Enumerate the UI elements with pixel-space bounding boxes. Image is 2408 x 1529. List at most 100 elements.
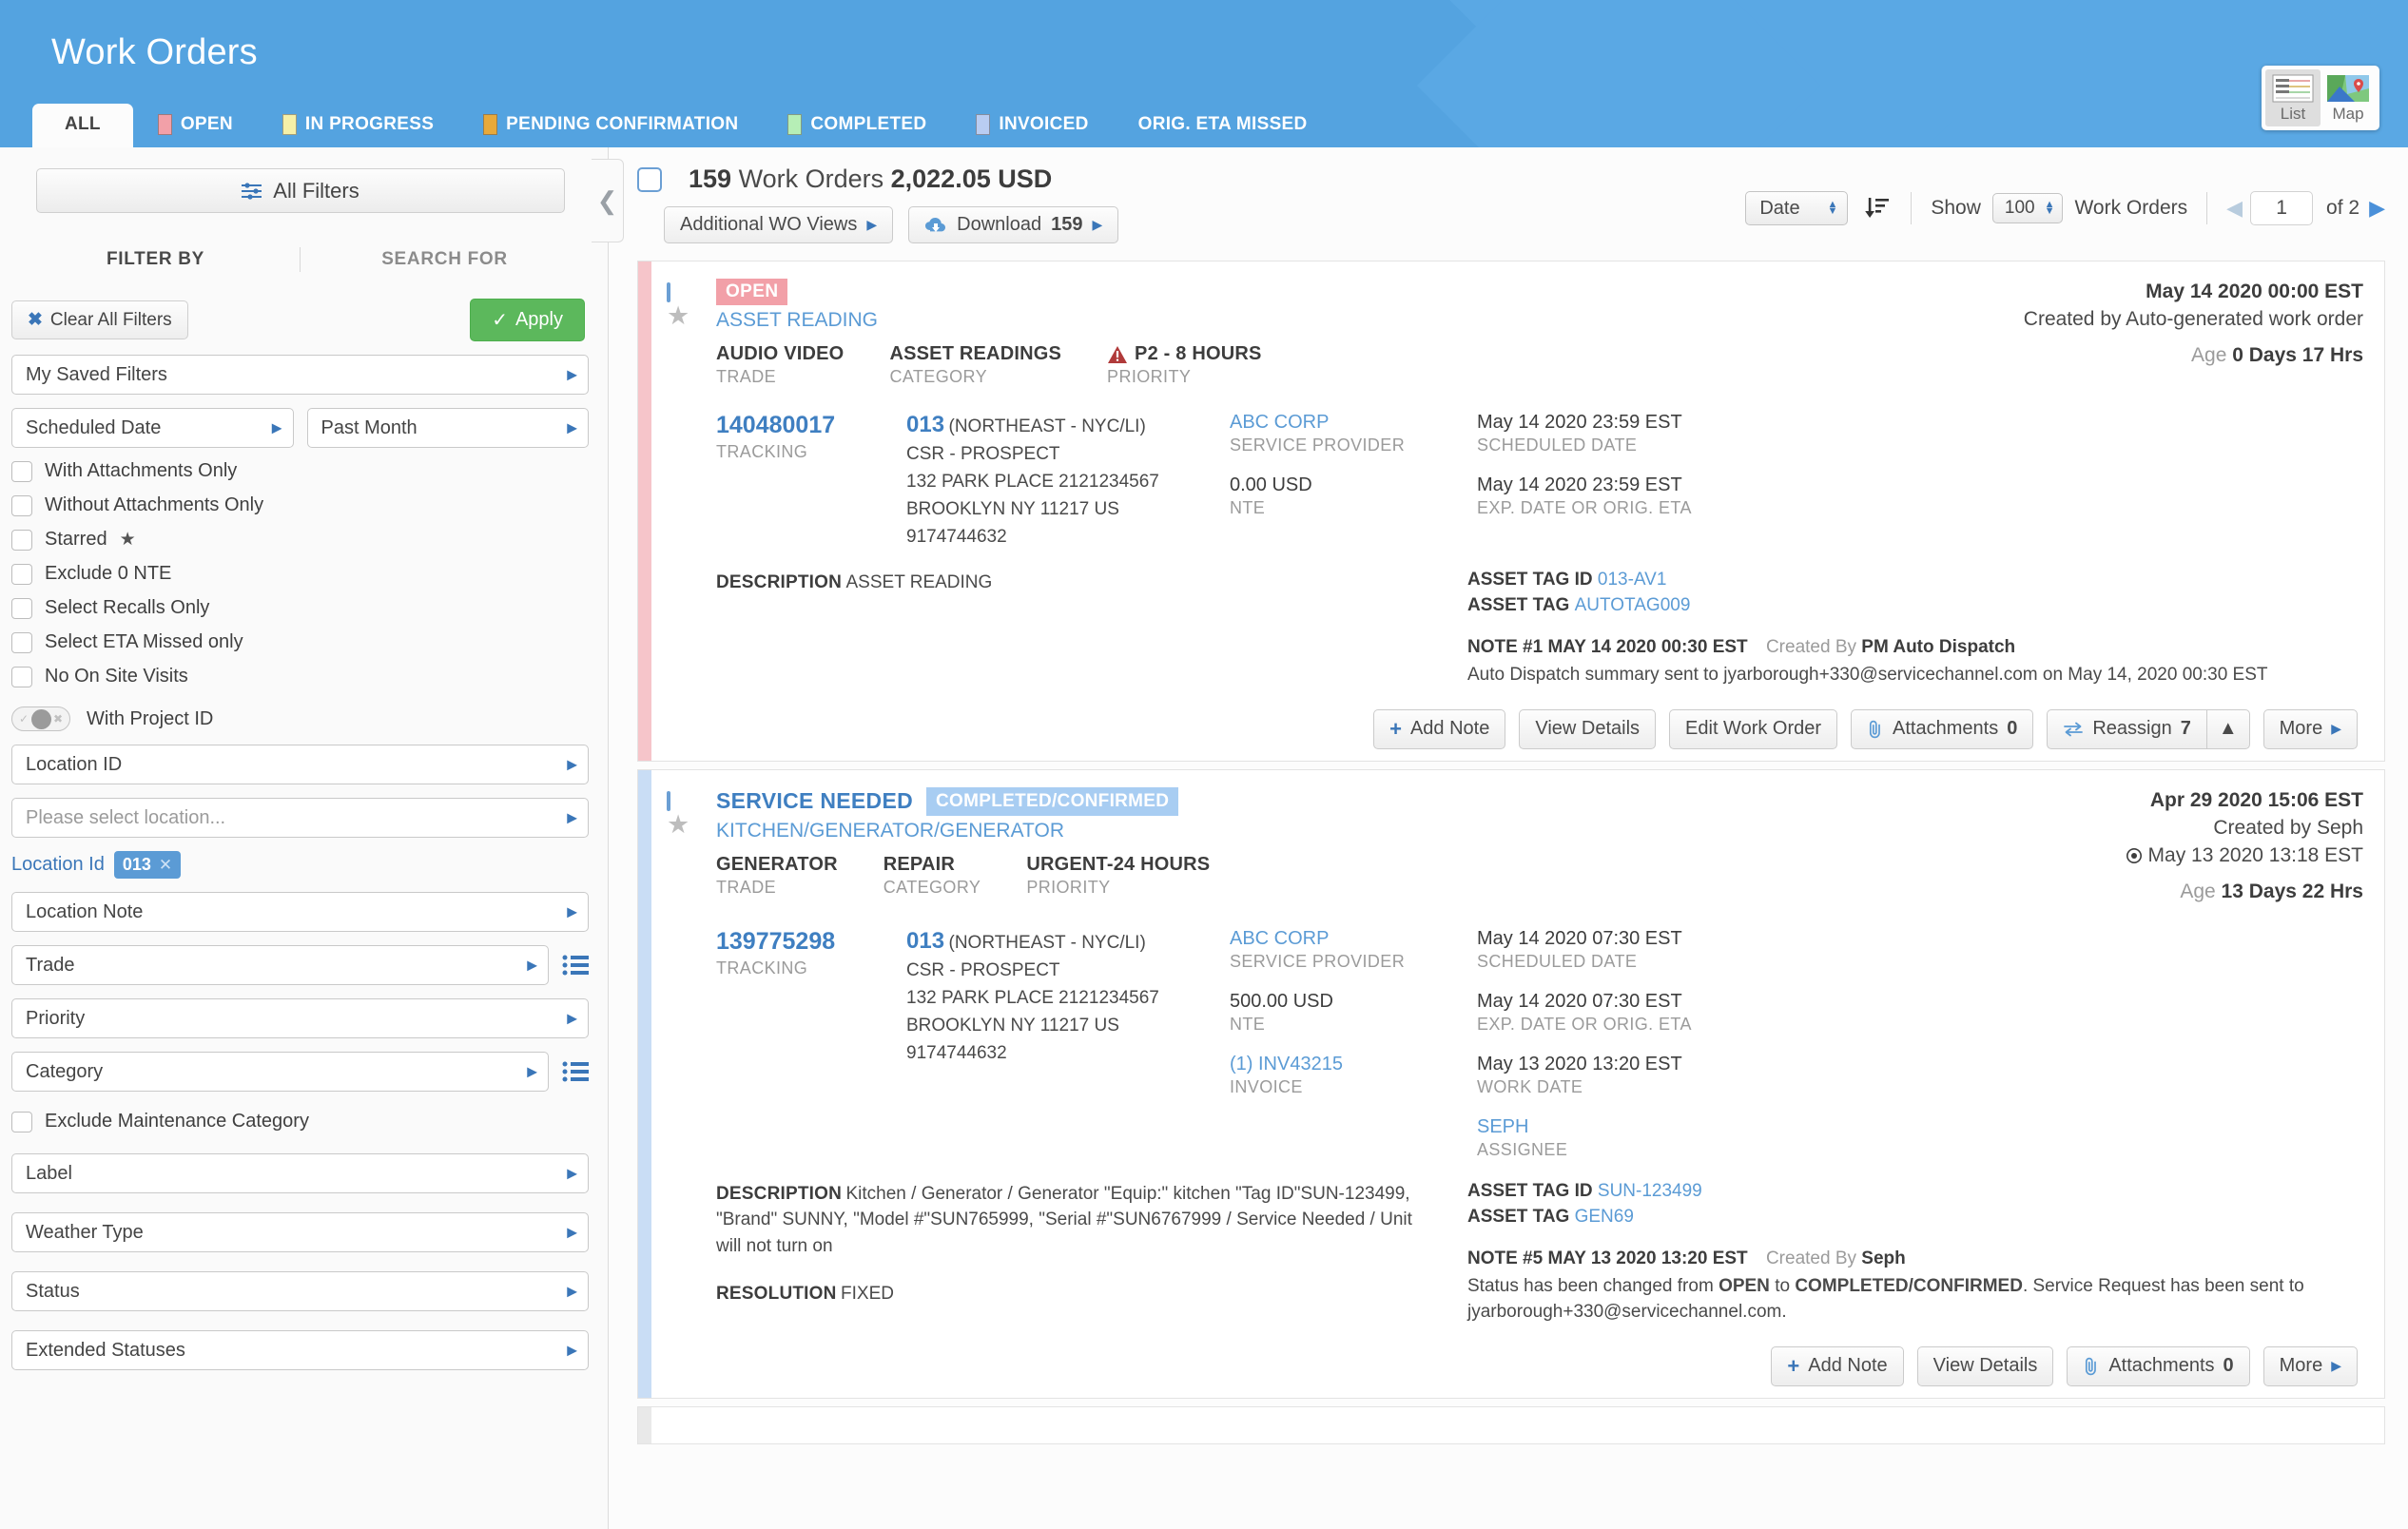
extended-statuses-select[interactable]: Extended Statuses ▶ — [11, 1330, 589, 1370]
weather-type-value: Weather Type — [26, 1221, 144, 1243]
apply-filters-button[interactable]: ✓ Apply — [470, 299, 585, 341]
sort-descending-icon[interactable] — [1863, 194, 1892, 223]
star-icon[interactable]: ★ — [667, 809, 690, 839]
category-list-icon[interactable] — [562, 1061, 589, 1082]
prev-page-button[interactable]: ◀ — [2226, 196, 2243, 220]
saved-filters-select[interactable]: My Saved Filters ▶ — [11, 355, 589, 395]
select-eta-missed-checkbox[interactable] — [11, 631, 32, 653]
invoice-value[interactable]: (1) INV43215 — [1230, 1053, 1343, 1074]
filter-no-on-site-visits[interactable]: No On Site Visits — [11, 666, 589, 687]
download-button[interactable]: Download 159 ▶ — [908, 206, 1119, 243]
exclude-maintenance-checkbox[interactable] — [11, 1111, 32, 1132]
filter-with-attachments[interactable]: With Attachments Only — [11, 460, 589, 482]
tab-filter-by[interactable]: FILTER BY — [106, 249, 205, 269]
reassign-button[interactable]: Reassign 7 — [2047, 708, 2206, 749]
work-order-card[interactable]: ★ SERVICE NEEDED COMPLETED/CONFIRMED KIT… — [637, 768, 2385, 1399]
filter-starred[interactable]: Starred ★ — [11, 529, 589, 551]
filter-exclude-maintenance[interactable]: Exclude Maintenance Category — [11, 1111, 589, 1132]
without-attachments-checkbox[interactable] — [11, 494, 32, 516]
filter-without-attachments[interactable]: Without Attachments Only — [11, 494, 589, 516]
location-id[interactable]: 013 — [906, 412, 945, 437]
weather-type-select[interactable]: Weather Type ▶ — [11, 1212, 589, 1252]
location-select[interactable]: Please select location... ▶ — [11, 798, 589, 838]
tab-all-label: ALL — [65, 114, 101, 134]
download-label: Download — [957, 214, 1042, 235]
more-button[interactable]: More ▶ — [2262, 708, 2358, 749]
starred-checkbox[interactable] — [11, 529, 32, 551]
tracking-number[interactable]: 140480017 — [716, 412, 836, 438]
work-order-subtitle[interactable]: KITCHEN/GENERATOR/GENERATOR — [716, 819, 1064, 842]
tab-all[interactable]: ALL — [32, 104, 133, 147]
add-note-button[interactable]: + Add Note — [1373, 708, 1506, 749]
category-select[interactable]: Category ▶ — [11, 1052, 549, 1092]
add-note-button[interactable]: + Add Note — [1771, 1345, 1904, 1386]
location-id-select[interactable]: Location ID ▶ — [11, 745, 589, 784]
tracking-number[interactable]: 139775298 — [716, 927, 836, 955]
location-phone: 9174744632 — [906, 1043, 1007, 1064]
label-select[interactable]: Label ▶ — [11, 1153, 589, 1193]
with-attachments-checkbox[interactable] — [11, 460, 32, 482]
sidebar-collapse-button[interactable]: ❮ — [592, 159, 624, 242]
date-type-select[interactable]: Scheduled Date ▶ — [11, 408, 294, 448]
status-select[interactable]: Status ▶ — [11, 1271, 589, 1311]
tab-in-progress[interactable]: IN PROGRESS — [258, 104, 458, 147]
attachments-button[interactable]: Attachments 0 — [2067, 1345, 2250, 1386]
page-number-input[interactable]: 1 — [2250, 191, 2314, 225]
sort-field-select[interactable]: Date ▲ ▼ — [1745, 191, 1849, 225]
all-filters-button[interactable]: All Filters — [35, 168, 565, 213]
tab-pending-confirmation[interactable]: PENDING CONFIRMATION — [458, 104, 763, 147]
work-order-subtitle[interactable]: ASSET READING — [716, 309, 878, 331]
trade-list-icon[interactable] — [562, 955, 589, 976]
more-button[interactable]: More ▶ — [2262, 1345, 2358, 1386]
date-block: May 14 2020 07:30 EST EXP. DATE OR ORIG.… — [1477, 991, 2363, 1035]
asset-tag-id-value[interactable]: 013-AV1 — [1597, 570, 1667, 590]
exclude-zero-nte-checkbox[interactable] — [11, 563, 32, 585]
active-location-filter: Location Id 013 ✕ — [11, 851, 589, 879]
work-order-checkbox[interactable] — [667, 282, 670, 302]
clear-all-filters-button[interactable]: ✖ Clear All Filters — [11, 300, 188, 339]
priority-select[interactable]: Priority ▶ — [11, 998, 589, 1038]
scheduled-date-label: SCHEDULED DATE — [1477, 435, 1638, 455]
asset-tag-value[interactable]: AUTOTAG009 — [1574, 595, 1691, 616]
location-chip[interactable]: 013 ✕ — [113, 851, 182, 879]
filter-select-eta-missed[interactable]: Select ETA Missed only — [11, 631, 589, 653]
filter-exclude-zero-nte[interactable]: Exclude 0 NTE — [11, 563, 589, 585]
asset-tag-id-value[interactable]: SUN-123499 — [1597, 1180, 1702, 1201]
tab-orig-eta-missed[interactable]: ORIG. ETA MISSED — [1114, 104, 1332, 147]
no-on-site-visits-checkbox[interactable] — [11, 666, 32, 687]
with-project-id-toggle[interactable]: ✓ ✖ — [11, 706, 70, 731]
location-column: 013 (NORTHEAST - NYC/LI) CSR - PROSPECT … — [906, 412, 1230, 549]
asset-tag-value[interactable]: GEN69 — [1574, 1206, 1634, 1227]
attachments-button[interactable]: Attachments 0 — [1851, 708, 2034, 749]
scheduled-date-label: SCHEDULED DATE — [1477, 951, 1638, 971]
next-page-button[interactable]: ▶ — [2369, 196, 2385, 220]
date-range-select[interactable]: Past Month ▶ — [306, 408, 589, 448]
work-order-card[interactable] — [637, 1405, 2385, 1444]
filter-select-recalls[interactable]: Select Recalls Only — [11, 597, 589, 619]
reassign-dropdown-button[interactable]: ▲ — [2205, 708, 2250, 749]
map-view-button[interactable]: Map — [2321, 69, 2376, 126]
view-details-button[interactable]: View Details — [1916, 1345, 2054, 1386]
view-details-button[interactable]: View Details — [1519, 708, 1657, 749]
select-recalls-checkbox[interactable] — [11, 597, 32, 619]
remove-chip-icon[interactable]: ✕ — [158, 855, 173, 874]
tab-open[interactable]: OPEN — [133, 104, 258, 147]
tab-search-for[interactable]: SEARCH FOR — [381, 249, 508, 269]
select-all-checkbox[interactable] — [637, 166, 662, 192]
edit-work-order-button[interactable]: Edit Work Order — [1669, 708, 1838, 749]
location-id[interactable]: 013 — [906, 927, 945, 954]
star-icon[interactable]: ★ — [667, 301, 690, 330]
work-order-checkbox[interactable] — [667, 790, 670, 811]
additional-wo-views-button[interactable]: Additional WO Views ▶ — [664, 206, 894, 243]
list-view-button[interactable]: List — [2265, 69, 2321, 126]
tab-invoiced[interactable]: INVOICED — [951, 104, 1113, 147]
service-provider[interactable]: ABC CORP — [1230, 412, 1330, 433]
page-size-select[interactable]: 100 ▲ ▼ — [1991, 193, 2064, 223]
tab-completed[interactable]: COMPLETED — [763, 104, 951, 147]
assignee-value[interactable]: SEPH — [1477, 1115, 1529, 1137]
work-order-card[interactable]: ★ OPEN ASSET READING AUDIO VIDEO — [637, 261, 2385, 762]
description-text: Kitchen / Generator / Generator "Equip:"… — [716, 1183, 1412, 1256]
service-provider[interactable]: ABC CORP — [1230, 927, 1330, 949]
location-note-select[interactable]: Location Note ▶ — [11, 892, 589, 932]
trade-select[interactable]: Trade ▶ — [11, 945, 549, 985]
